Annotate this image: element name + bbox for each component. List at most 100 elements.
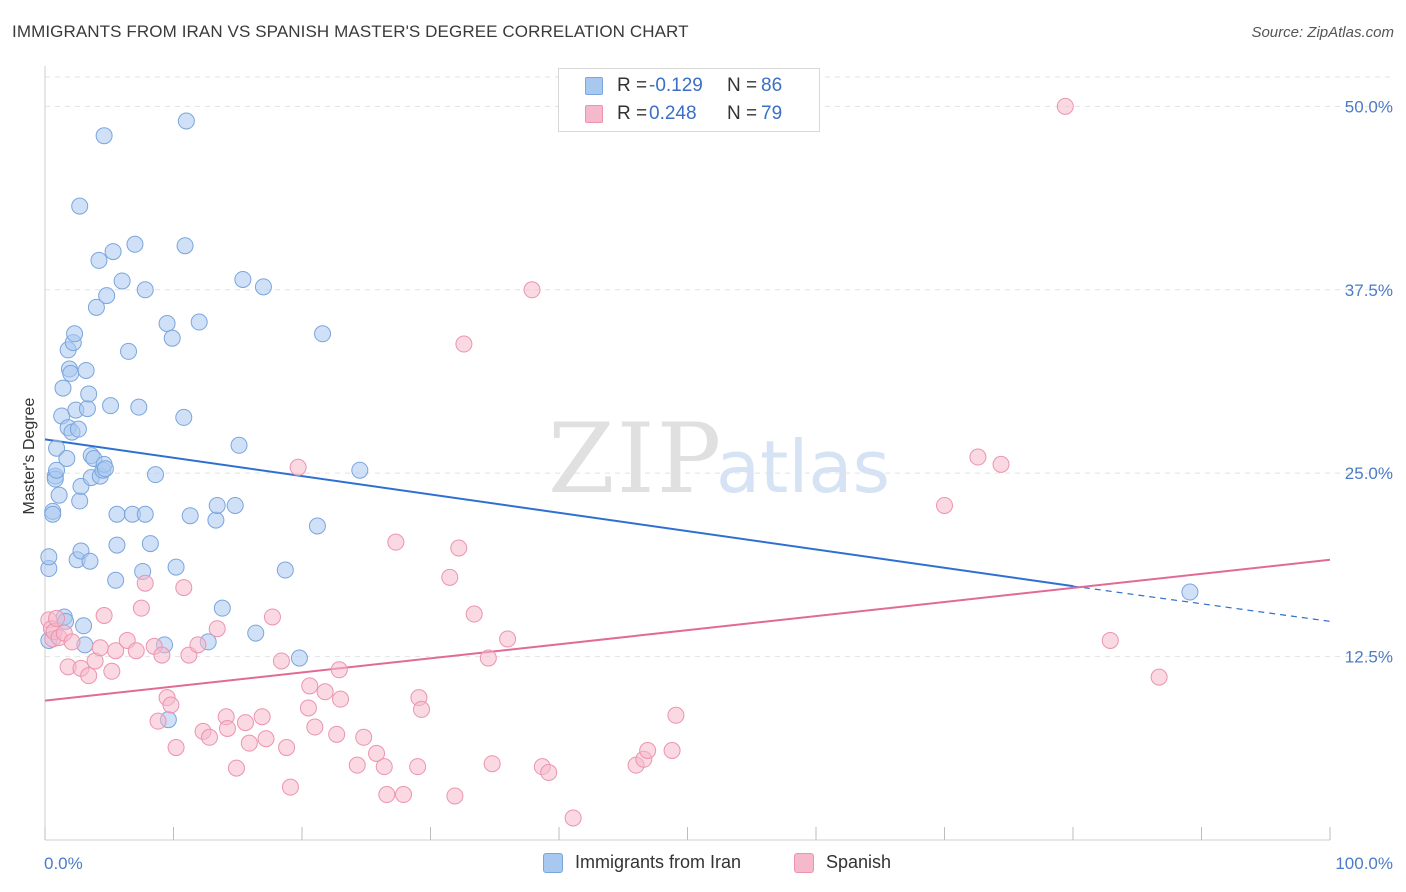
legend-n-label: N = xyxy=(727,103,758,124)
spanish-point xyxy=(368,744,386,762)
iran-point xyxy=(75,617,93,635)
iran-point xyxy=(181,507,199,525)
y-tick-label: 50.0% xyxy=(1345,97,1393,116)
spanish-point xyxy=(301,677,319,695)
spanish-point xyxy=(306,718,324,736)
iran-point xyxy=(147,466,165,484)
tick-labels: 12.5% 25.0% 37.5% 50.0% 0.0% 100.0% xyxy=(44,97,1393,873)
spanish-point xyxy=(175,579,193,597)
spanish-point xyxy=(80,667,98,685)
spanish-point xyxy=(91,639,109,657)
iran-point xyxy=(107,571,125,589)
watermark-atlas: atlas xyxy=(716,425,890,509)
spanish-point xyxy=(663,741,681,759)
iran-point xyxy=(81,552,99,570)
iran-point xyxy=(141,535,159,553)
iran-point xyxy=(190,313,208,331)
spanish-point xyxy=(409,758,427,776)
iran-point xyxy=(130,398,148,416)
spanish-point xyxy=(227,759,245,777)
iran-point xyxy=(104,243,122,261)
spanish-point xyxy=(330,661,348,679)
spanish-point xyxy=(465,605,483,623)
iran-point xyxy=(176,237,194,255)
iran-point xyxy=(136,281,154,299)
spanish-point xyxy=(218,719,236,737)
iran-point xyxy=(108,536,126,554)
iran-point xyxy=(207,511,225,529)
spanish-point xyxy=(162,696,180,714)
spanish-point xyxy=(299,699,317,717)
bottom-legend-label-spanish: Spanish xyxy=(826,852,892,872)
iran-point xyxy=(113,272,131,290)
iran-point xyxy=(90,251,108,269)
iran-point xyxy=(50,486,68,504)
iran-point xyxy=(254,278,272,296)
iran-point xyxy=(48,439,66,457)
legend-r-label: R = xyxy=(617,103,648,124)
y-tick-label: 37.5% xyxy=(1345,281,1393,300)
iran-point xyxy=(163,329,181,347)
bottom-legend-iran: Immigrants from Iran xyxy=(543,852,741,873)
iran-point xyxy=(69,420,87,438)
legend-row-iran: R = -0.129 N = 86 xyxy=(559,72,782,100)
spanish-point xyxy=(328,725,346,743)
spanish-point xyxy=(63,633,81,651)
watermark-zip: ZIP xyxy=(548,403,723,515)
spanish-point xyxy=(263,608,281,626)
bottom-legend-label-iran: Immigrants from Iran xyxy=(575,852,742,872)
spanish-point xyxy=(149,712,167,730)
iran-point xyxy=(58,450,76,467)
y-axis-label: Master's Degree xyxy=(21,397,38,514)
iran-point xyxy=(48,461,66,479)
iran-point xyxy=(96,460,114,478)
iran-point xyxy=(158,315,176,333)
iran-point xyxy=(226,496,244,514)
spanish-point xyxy=(1101,631,1119,649)
spanish-point xyxy=(278,739,296,757)
x-tick-label: 0.0% xyxy=(44,854,83,873)
iran-point xyxy=(308,517,326,535)
spanish-point xyxy=(95,607,113,625)
spanish-point xyxy=(236,714,254,732)
iran-point xyxy=(136,505,154,523)
iran-point xyxy=(87,298,105,316)
chart-title: IMMIGRANTS FROM IRAN VS SPANISH MASTER'S… xyxy=(12,22,689,41)
spanish-point xyxy=(103,662,121,680)
x-tick-label: 100.0% xyxy=(1335,854,1393,873)
spanish-point xyxy=(153,646,171,664)
spanish-point xyxy=(289,458,307,476)
legend-r-value: 0.248 xyxy=(649,103,697,124)
spanish-point xyxy=(446,787,464,805)
spanish-point xyxy=(378,786,396,804)
spanish-point xyxy=(348,756,366,774)
bottom-legend-spanish: Spanish xyxy=(794,852,891,873)
spanish-point xyxy=(200,728,218,746)
spanish-point xyxy=(992,455,1010,473)
spanish-point xyxy=(483,755,501,773)
spanish-point xyxy=(667,706,685,724)
spanish-trend-line xyxy=(44,558,1331,702)
gridlines xyxy=(45,76,1392,658)
iran-point xyxy=(230,436,248,454)
iran-point xyxy=(213,599,231,617)
iran-point xyxy=(40,548,58,566)
iran-trend-line xyxy=(44,438,1074,588)
legend-swatch-spanish xyxy=(585,105,603,123)
iran-point xyxy=(276,561,294,579)
spanish-point xyxy=(107,642,125,660)
legend-n-value: 79 xyxy=(761,103,783,124)
iran-point xyxy=(71,197,89,215)
spanish-point xyxy=(253,708,271,726)
iran-point xyxy=(120,342,138,360)
spanish-point xyxy=(189,636,207,654)
iran-point xyxy=(77,361,95,379)
spanish-point xyxy=(395,786,413,804)
iran-point xyxy=(290,649,308,667)
bottom-legend-swatch-iran xyxy=(543,852,563,873)
legend-swatch-iran xyxy=(585,77,603,95)
iran-trend-extension xyxy=(1072,585,1331,622)
spanish-point xyxy=(257,730,275,748)
legend-n-value: 86 xyxy=(761,75,783,96)
